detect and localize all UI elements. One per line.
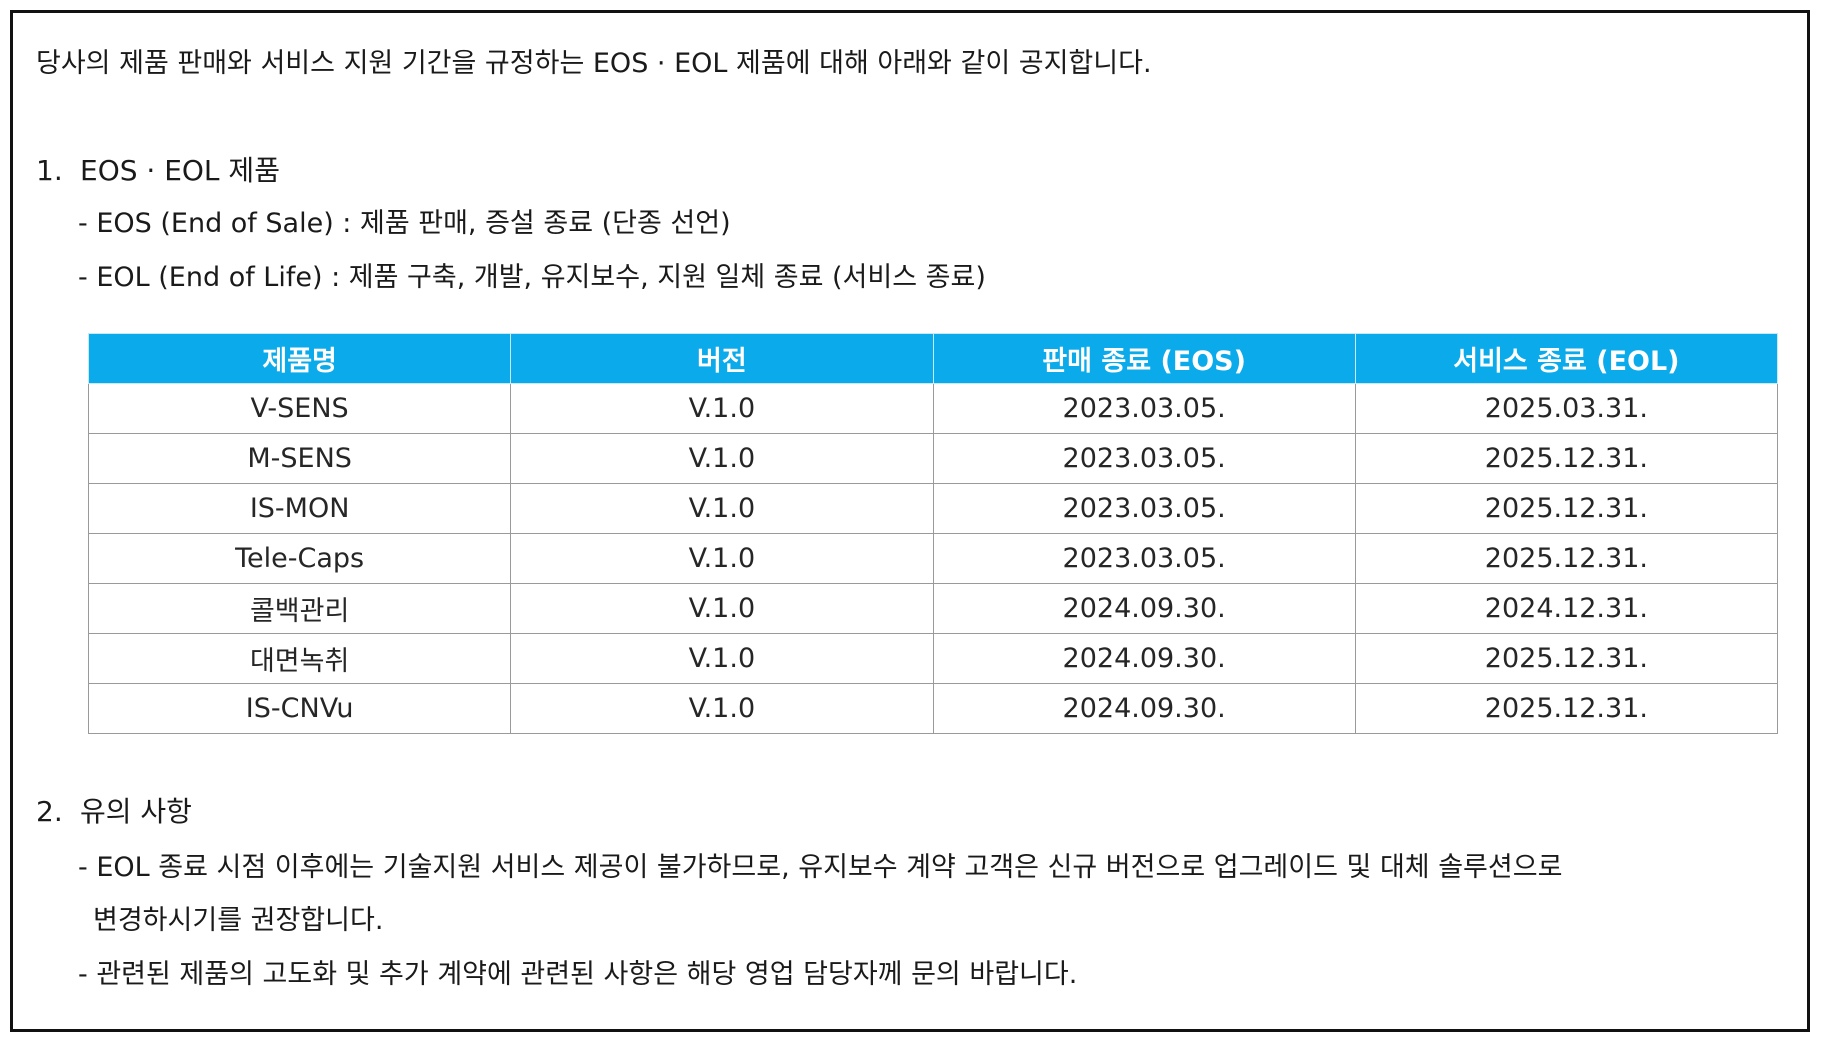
table-row: V-SENS V.1.0 2023.03.05. 2025.03.31. bbox=[87, 383, 1779, 434]
section-1-heading: 1. EOS · EOL 제품 bbox=[36, 152, 280, 190]
section-1-number: 1. bbox=[36, 154, 63, 187]
version-cell: V.1.0 bbox=[510, 633, 934, 684]
eos-date-cell: 2023.03.05. bbox=[932, 483, 1356, 534]
product-name-cell: V-SENS bbox=[87, 383, 512, 434]
table-row: 대면녹취 V.1.0 2024.09.30. 2025.12.31. bbox=[87, 633, 1779, 684]
eos-date-cell: 2023.03.05. bbox=[932, 533, 1356, 584]
version-cell: V.1.0 bbox=[510, 483, 934, 534]
eol-date-cell: 2025.12.31. bbox=[1354, 633, 1779, 684]
product-name-cell: IS-CNVu bbox=[87, 683, 512, 734]
eos-date-cell: 2024.09.30. bbox=[932, 633, 1356, 684]
eos-date-cell: 2023.03.05. bbox=[932, 433, 1356, 484]
product-name-cell: M-SENS bbox=[87, 433, 512, 484]
eol-date-cell: 2025.12.31. bbox=[1354, 483, 1779, 534]
eol-date-cell: 2025.12.31. bbox=[1354, 433, 1779, 484]
version-cell: V.1.0 bbox=[510, 583, 934, 634]
eol-date-cell: 2025.03.31. bbox=[1354, 383, 1779, 434]
notice-frame bbox=[10, 10, 1810, 1032]
version-cell: V.1.0 bbox=[510, 383, 934, 434]
section-2-number: 2. bbox=[36, 795, 63, 828]
eos-date-cell: 2024.09.30. bbox=[932, 583, 1356, 634]
version-cell: V.1.0 bbox=[510, 433, 934, 484]
header-eol-date: 서비스 종료 (EOL) bbox=[1354, 333, 1779, 384]
table-row: IS-CNVu V.1.0 2024.09.30. 2025.12.31. bbox=[87, 683, 1779, 734]
eol-date-cell: 2025.12.31. bbox=[1354, 533, 1779, 584]
notice-item-contact: - 관련된 제품의 고도화 및 추가 계약에 관련된 사항은 해당 영업 담당자… bbox=[78, 959, 1078, 990]
notice-item-eol-support: - EOL 종료 시점 이후에는 기술지원 서비스 제공이 불가하므로, 유지보… bbox=[78, 852, 1563, 883]
table-row: 콜백관리 V.1.0 2024.09.30. 2024.12.31. bbox=[87, 583, 1779, 634]
section-2-heading: 2. 유의 사항 bbox=[36, 793, 192, 831]
section-2-title: 유의 사항 bbox=[80, 795, 192, 828]
notice-item-eol-support-continued: 변경하시기를 권장합니다. bbox=[93, 905, 384, 936]
version-cell: V.1.0 bbox=[510, 533, 934, 584]
version-cell: V.1.0 bbox=[510, 683, 934, 734]
product-name-cell: Tele-Caps bbox=[87, 533, 512, 584]
eos-eol-table: 제품명 버전 판매 종료 (EOS) 서비스 종료 (EOL) V-SENS V… bbox=[87, 333, 1779, 734]
eol-date-cell: 2025.12.31. bbox=[1354, 683, 1779, 734]
table-row: Tele-Caps V.1.0 2023.03.05. 2025.12.31. bbox=[87, 533, 1779, 584]
eol-date-cell: 2024.12.31. bbox=[1354, 583, 1779, 634]
product-name-cell: 콜백관리 bbox=[87, 583, 512, 634]
product-name-cell: IS-MON bbox=[87, 483, 512, 534]
header-version: 버전 bbox=[510, 333, 934, 384]
header-product-name: 제품명 bbox=[87, 333, 512, 384]
table-row: M-SENS V.1.0 2023.03.05. 2025.12.31. bbox=[87, 433, 1779, 484]
table-header-row: 제품명 버전 판매 종료 (EOS) 서비스 종료 (EOL) bbox=[87, 333, 1779, 384]
header-eos-date: 판매 종료 (EOS) bbox=[932, 333, 1356, 384]
eos-date-cell: 2023.03.05. bbox=[932, 383, 1356, 434]
eos-date-cell: 2024.09.30. bbox=[932, 683, 1356, 734]
eos-definition: - EOS (End of Sale) : 제품 판매, 증설 종료 (단종 선… bbox=[78, 208, 731, 239]
intro-text: 당사의 제품 판매와 서비스 지원 기간을 규정하는 EOS · EOL 제품에… bbox=[36, 48, 1152, 79]
eol-definition: - EOL (End of Life) : 제품 구축, 개발, 유지보수, 지… bbox=[78, 262, 986, 293]
section-1-title: EOS · EOL 제품 bbox=[80, 154, 280, 187]
table-row: IS-MON V.1.0 2023.03.05. 2025.12.31. bbox=[87, 483, 1779, 534]
product-name-cell: 대면녹취 bbox=[87, 633, 512, 684]
